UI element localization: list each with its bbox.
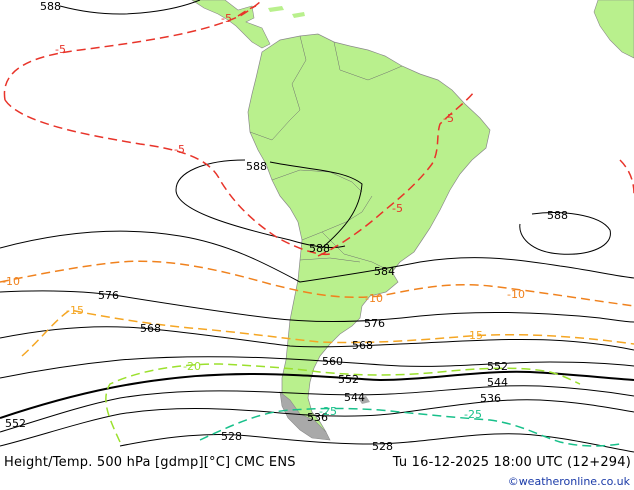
- contour-552: [0, 370, 634, 419]
- land-layer: [191, 0, 634, 441]
- temperature-contours: [0, 0, 634, 447]
- falklands-land: [358, 396, 370, 404]
- temp-minus5-pac: [4, 99, 331, 256]
- height-label: 588: [547, 209, 568, 222]
- temp-label: -10: [2, 275, 20, 288]
- caribbean-islands: [268, 6, 305, 18]
- contour-584: [0, 230, 634, 283]
- temp-minus5-nw: [3, 0, 263, 101]
- map-footer: Height/Temp. 500 hPa [gdmp][°C] CMC ENS …: [0, 455, 634, 490]
- africa-corner-land: [593, 0, 634, 59]
- temp-label: -15: [66, 304, 84, 317]
- height-label: 568: [140, 322, 161, 335]
- contour-536: [0, 399, 634, 447]
- height-label-layer: 588 588 588 588 584 576 576 568 568 560 …: [5, 0, 568, 453]
- height-label: 536: [480, 392, 501, 405]
- south-america-land: [247, 33, 491, 435]
- temp-label: -5: [221, 12, 232, 25]
- temp-label: -25: [319, 405, 337, 418]
- temp-minus10: [0, 260, 634, 307]
- height-label: 588: [309, 242, 330, 255]
- height-label: 560: [322, 355, 343, 368]
- height-label: 528: [221, 430, 242, 443]
- height-label: 552: [5, 417, 26, 430]
- central-america-land: [191, 0, 271, 49]
- contour-588-east: [519, 212, 611, 255]
- height-label: 584: [374, 265, 395, 278]
- contour-576: [0, 290, 634, 323]
- height-label: 576: [364, 317, 385, 330]
- height-label: 528: [372, 440, 393, 453]
- height-label: 588: [40, 0, 61, 13]
- height-label: 552: [487, 360, 508, 373]
- height-label: 536: [307, 411, 328, 424]
- temp-label: -10: [507, 288, 525, 301]
- contour-568: [0, 326, 634, 351]
- contour-588-top: [59, 0, 201, 15]
- height-label: 544: [487, 376, 508, 389]
- temp-minus5-br: [317, 91, 475, 257]
- temp-label: -25: [464, 408, 482, 421]
- map-title: Height/Temp. 500 hPa [gdmp][°C] CMC ENS: [4, 455, 296, 470]
- map-canvas: 588 588 588 588 584 576 576 568 568 560 …: [0, 0, 634, 455]
- valid-time: Tu 16-12-2025 18:00 UTC (12+294): [392, 455, 631, 470]
- temp-label: -10: [365, 292, 383, 305]
- contour-544: [0, 385, 634, 433]
- height-label: 568: [352, 339, 373, 352]
- temp-label: -20: [183, 360, 201, 373]
- temp-minus25: [199, 407, 621, 447]
- contour-560: [0, 356, 634, 379]
- height-label: 588: [246, 160, 267, 173]
- credit-link[interactable]: ©weatheronline.co.uk: [507, 475, 630, 488]
- contour-588-andes: [269, 161, 363, 249]
- height-label: 552: [338, 373, 359, 386]
- temp-label: -5: [174, 143, 185, 156]
- temp-label: -5: [55, 43, 66, 56]
- temp-label-layer: -5 -5 -5 -5 -5 -10 -10 -10 -15 -15 -20 -…: [2, 12, 525, 421]
- contour-588-west: [175, 159, 346, 249]
- height-label: 576: [98, 289, 119, 302]
- temp-minus5-cam: [237, 5, 257, 17]
- height-contours: [0, 0, 634, 453]
- temp-minus15: [21, 309, 634, 357]
- temp-minus20: [105, 363, 581, 443]
- height-label: 544: [344, 391, 365, 404]
- temp-minus5-ne: [619, 159, 634, 195]
- temp-label: -5: [392, 202, 403, 215]
- contour-528: [119, 433, 634, 453]
- temp-label: -5: [443, 112, 454, 125]
- temp-label: -15: [465, 329, 483, 342]
